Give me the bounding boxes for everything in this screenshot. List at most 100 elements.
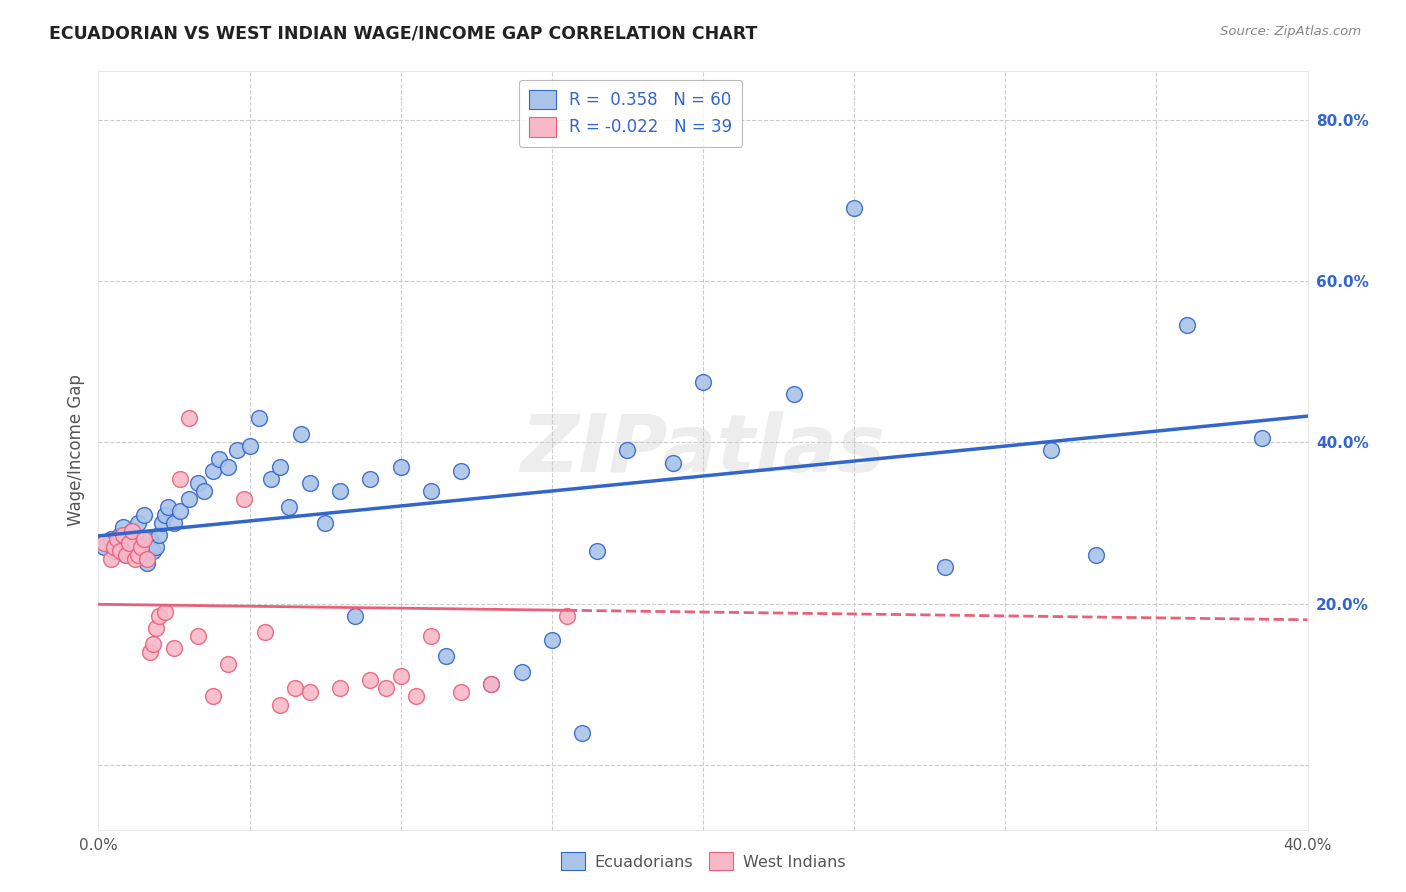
Point xyxy=(153,508,176,522)
Point xyxy=(135,557,157,571)
Point xyxy=(299,475,322,490)
Point xyxy=(299,685,322,699)
Point xyxy=(239,439,262,453)
Point xyxy=(163,516,186,530)
Point xyxy=(844,202,866,216)
Point xyxy=(93,541,115,555)
Point xyxy=(450,464,472,478)
Point xyxy=(202,464,225,478)
Point xyxy=(105,532,128,546)
Point xyxy=(100,532,122,546)
Legend: Ecuadorians, West Indians: Ecuadorians, West Indians xyxy=(554,846,852,877)
Point xyxy=(179,411,201,425)
Point xyxy=(217,459,239,474)
Point xyxy=(389,669,412,683)
Point xyxy=(179,491,201,506)
Point xyxy=(129,544,152,558)
Point xyxy=(118,541,141,555)
Point xyxy=(148,528,170,542)
Point xyxy=(389,459,412,474)
Point xyxy=(187,475,209,490)
Point xyxy=(217,657,239,672)
Point xyxy=(329,483,352,498)
Point xyxy=(142,637,165,651)
Point xyxy=(314,516,336,530)
Point xyxy=(555,608,578,623)
Point xyxy=(450,685,472,699)
Point xyxy=(121,524,143,538)
Point xyxy=(169,472,191,486)
Point xyxy=(127,549,149,563)
Point xyxy=(93,536,115,550)
Point xyxy=(163,641,186,656)
Point xyxy=(253,624,276,639)
Point xyxy=(247,411,270,425)
Point xyxy=(226,443,249,458)
Point xyxy=(434,649,457,664)
Point xyxy=(374,681,396,696)
Point xyxy=(129,541,152,555)
Point xyxy=(540,633,562,648)
Point xyxy=(420,629,443,643)
Point xyxy=(481,677,503,691)
Point xyxy=(135,552,157,566)
Point xyxy=(783,387,806,401)
Point xyxy=(100,552,122,566)
Point xyxy=(344,608,367,623)
Point xyxy=(111,520,134,534)
Point xyxy=(329,681,352,696)
Point xyxy=(148,608,170,623)
Point xyxy=(145,621,167,635)
Text: Source: ZipAtlas.com: Source: ZipAtlas.com xyxy=(1220,25,1361,38)
Point xyxy=(510,665,533,680)
Point xyxy=(1039,443,1062,458)
Point xyxy=(360,472,382,486)
Point xyxy=(202,690,225,704)
Point xyxy=(934,560,956,574)
Point xyxy=(284,681,307,696)
Point xyxy=(132,532,155,546)
Point xyxy=(145,541,167,555)
Point xyxy=(132,508,155,522)
Point xyxy=(114,549,136,563)
Point xyxy=(571,725,593,739)
Point xyxy=(142,544,165,558)
Point xyxy=(420,483,443,498)
Point xyxy=(153,605,176,619)
Point xyxy=(124,552,146,566)
Point xyxy=(269,459,291,474)
Point xyxy=(139,532,162,546)
Point xyxy=(232,491,254,506)
Point xyxy=(187,629,209,643)
Point xyxy=(586,544,609,558)
Point xyxy=(103,544,125,558)
Point xyxy=(290,427,312,442)
Point xyxy=(616,443,638,458)
Point xyxy=(260,472,283,486)
Point xyxy=(114,549,136,563)
Point xyxy=(169,504,191,518)
Point xyxy=(405,690,427,704)
Point xyxy=(269,698,291,712)
Point xyxy=(139,645,162,659)
Point xyxy=(1175,318,1198,333)
Point xyxy=(111,528,134,542)
Point xyxy=(208,451,231,466)
Point xyxy=(127,516,149,530)
Point xyxy=(105,536,128,550)
Point xyxy=(124,536,146,550)
Point xyxy=(1251,431,1274,445)
Point xyxy=(360,673,382,688)
Point xyxy=(1085,549,1108,563)
Y-axis label: Wage/Income Gap: Wage/Income Gap xyxy=(66,375,84,526)
Point xyxy=(118,536,141,550)
Point xyxy=(108,528,131,542)
Text: ZIPatlas: ZIPatlas xyxy=(520,411,886,490)
Point xyxy=(108,544,131,558)
Legend: R =  0.358   N = 60, R = -0.022   N = 39: R = 0.358 N = 60, R = -0.022 N = 39 xyxy=(519,79,742,146)
Point xyxy=(661,456,683,470)
Point xyxy=(481,677,503,691)
Point xyxy=(156,500,179,514)
Point xyxy=(692,375,714,389)
Point xyxy=(150,516,173,530)
